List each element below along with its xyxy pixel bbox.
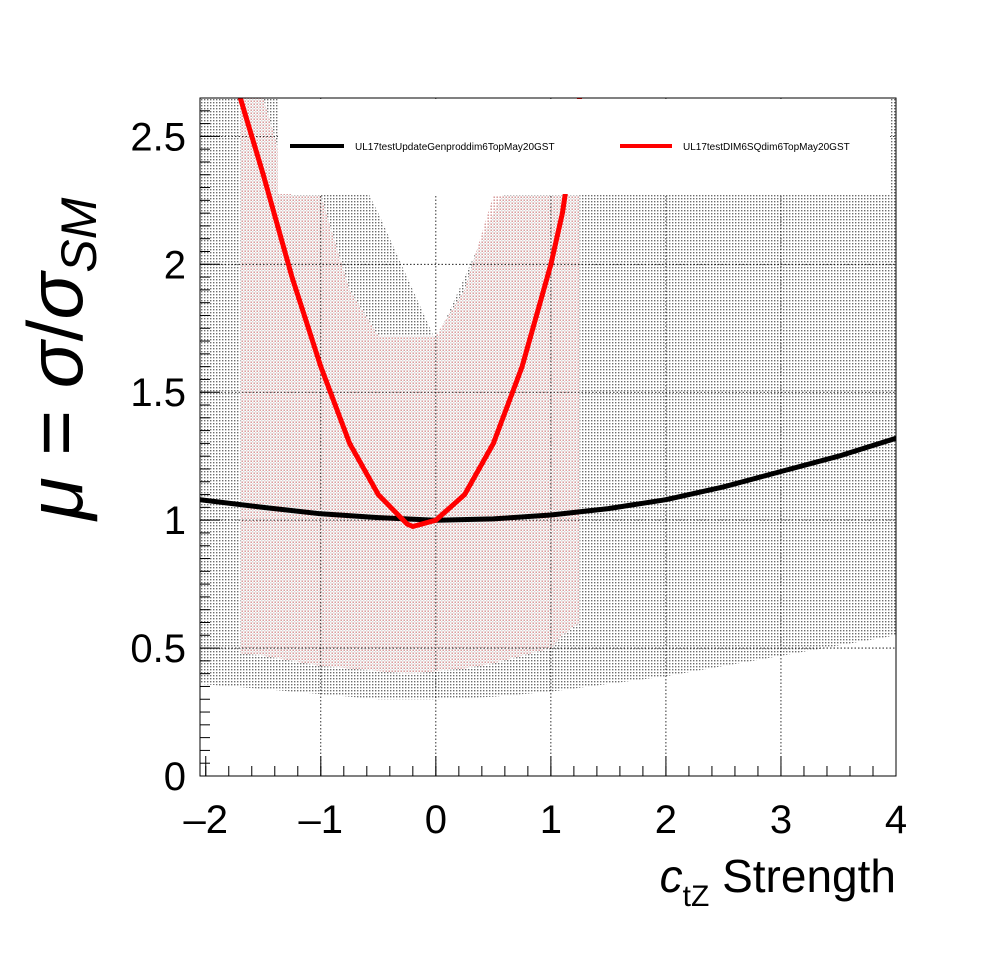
x-label-c: c xyxy=(660,850,683,902)
y-tick-label-5: 2.5 xyxy=(130,115,186,159)
x-tick-label-0: –2 xyxy=(184,798,229,842)
x-tick-label-3: 1 xyxy=(540,798,562,842)
y-label-slash: / xyxy=(11,319,99,341)
series-line-0 xyxy=(200,435,896,523)
y-tick-label-2: 1 xyxy=(164,499,186,543)
y-tick-label-3: 1.5 xyxy=(130,371,186,415)
legend-box xyxy=(278,99,890,194)
y-label-sm: SM xyxy=(51,197,107,272)
x-axis-label: ctZ Strength xyxy=(660,850,896,913)
x-tick-label-5: 3 xyxy=(770,798,792,842)
x-tick-label-4: 2 xyxy=(655,798,677,842)
y-label-sigma: σ xyxy=(11,338,99,388)
band-series-1 xyxy=(240,98,580,674)
plot-frame xyxy=(199,97,897,777)
x-tick-label-2: 0 xyxy=(425,798,447,842)
x-label-rest: Strength xyxy=(709,850,896,902)
y-tick-label-0: 0 xyxy=(164,755,186,799)
legend-label-black: UL17testUpdateGenproddim6TopMay20GST xyxy=(355,142,555,153)
uncertainty-bands xyxy=(200,98,896,700)
x-tick-label-6: 4 xyxy=(885,798,907,842)
y-tick-label-1: 0.5 xyxy=(130,627,186,671)
series-lines xyxy=(200,98,896,529)
legend-label-red: UL17testDIM6SQdim6TopMay20GST xyxy=(683,142,850,153)
y-label-eq: = xyxy=(11,388,99,477)
x-tick-label-1: –1 xyxy=(299,798,344,842)
y-label-sigma-sm: σ xyxy=(11,270,99,320)
y-label-mu: μ xyxy=(11,477,99,522)
y-tick-label-4: 2 xyxy=(164,243,186,287)
y-axis-label: μ = σ/σSM xyxy=(11,197,107,522)
x-label-sub: tZ xyxy=(683,880,710,913)
axes: –2 –1 0 1 2 3 4 0 0.5 1 1.5 2 2.5 xyxy=(130,97,907,842)
series-line-1 xyxy=(237,98,583,529)
